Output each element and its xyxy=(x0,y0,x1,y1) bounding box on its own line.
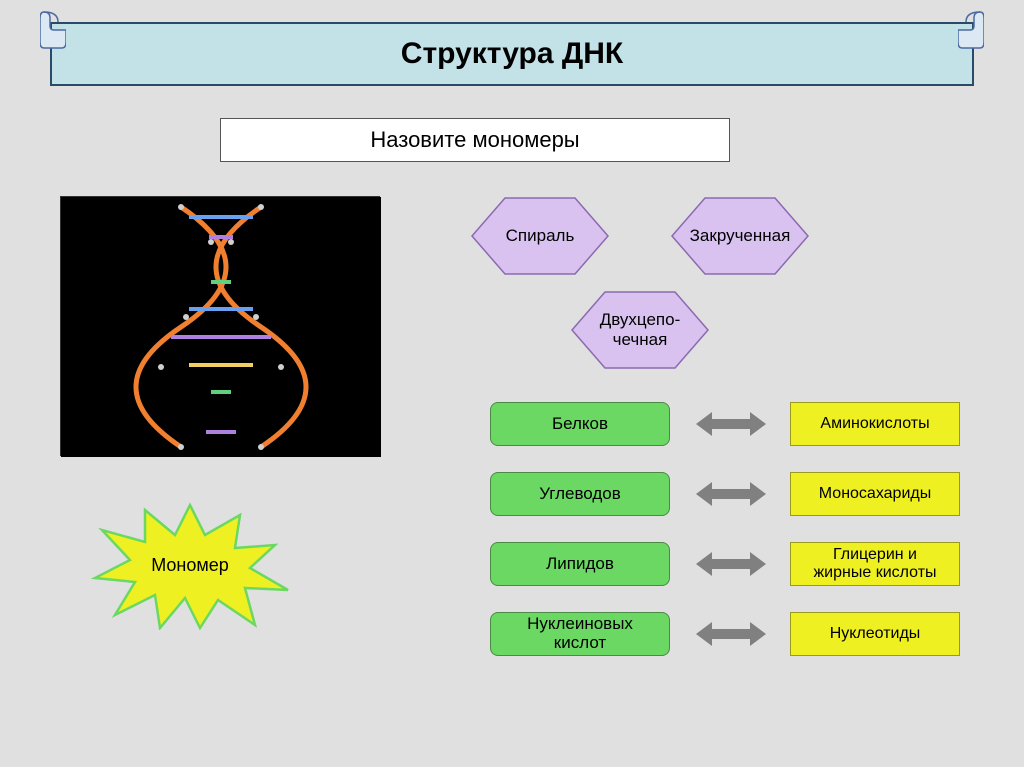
green-box-0: Белков xyxy=(490,402,670,446)
hexagon-0: Спираль xyxy=(470,196,610,276)
yellow-box-2: Глицерин ижирные кислоты xyxy=(790,542,960,586)
double-arrow-icon xyxy=(696,622,766,646)
yellow-box-3: Нуклеотиды xyxy=(790,612,960,656)
monomer-starburst: Мономер xyxy=(90,500,290,630)
hexagon-1: Закрученная xyxy=(670,196,810,276)
scroll-cap-left-icon xyxy=(40,10,66,50)
starburst-label: Мономер xyxy=(151,555,229,576)
green-box-2: Липидов xyxy=(490,542,670,586)
title-banner: Структура ДНК xyxy=(50,22,974,86)
dna-helix-image xyxy=(60,196,380,456)
page-title: Структура ДНК xyxy=(401,37,623,71)
hexagon-label: Двухцепо-чечная xyxy=(588,310,693,349)
subtitle-box: Назовите мономеры xyxy=(220,118,730,162)
green-box-3: Нуклеиновыхкислот xyxy=(490,612,670,656)
double-arrow-icon xyxy=(696,552,766,576)
hexagon-label: Спираль xyxy=(494,226,587,246)
double-arrow-icon xyxy=(696,412,766,436)
double-arrow-icon xyxy=(696,482,766,506)
yellow-box-1: Моносахариды xyxy=(790,472,960,516)
hexagon-2: Двухцепо-чечная xyxy=(570,290,710,370)
hexagon-label: Закрученная xyxy=(678,226,803,246)
scroll-cap-right-icon xyxy=(958,10,984,50)
green-box-1: Углеводов xyxy=(490,472,670,516)
yellow-box-0: Аминокислоты xyxy=(790,402,960,446)
subtitle-text: Назовите мономеры xyxy=(370,127,579,153)
